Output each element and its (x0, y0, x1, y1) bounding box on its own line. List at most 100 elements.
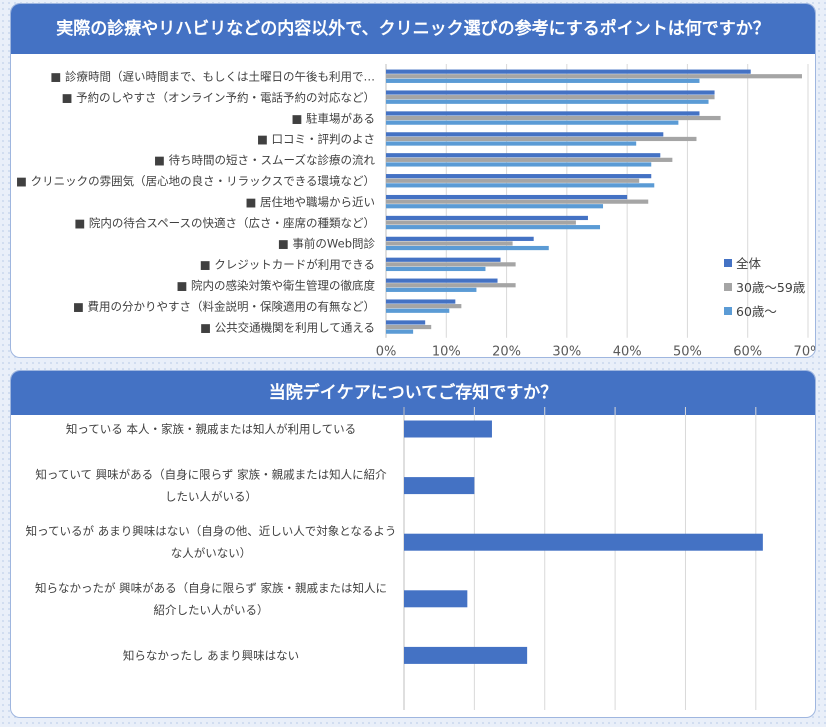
bar (386, 324, 432, 330)
bar (386, 329, 414, 334)
legend-swatch (724, 307, 732, 315)
x-tick-label: 60% (733, 345, 762, 358)
category-label: 知っていて 興味がある（自身に限らず 家族・親戚または知人に紹介 (35, 468, 387, 482)
category-text: 事前のWeb問診 (292, 237, 375, 251)
bar (386, 241, 513, 246)
bar (386, 220, 576, 225)
bar (404, 533, 763, 551)
legend-label: 60歳～ (736, 304, 777, 319)
category-label: 知らなかったが 興味がある（自身に限らず 家族・親戚または知人に (35, 581, 387, 595)
category-bullet: ■ (62, 90, 77, 104)
bar (386, 257, 501, 262)
category-bullet: ■ (200, 320, 215, 334)
category-bullet: ■ (73, 299, 88, 313)
category-text: 院内の感染対策や衛生管理の徹底度 (191, 278, 375, 292)
category-text: クリニックの雰囲気（居心地の良さ・リラックスできる環境など） (31, 174, 375, 188)
category-text: 院内の待合スペースの快適さ（広さ・座席の種類など） (89, 216, 375, 230)
bar (386, 236, 534, 241)
bar (386, 157, 673, 162)
category-text: 待ち時間の短さ・スムーズな診療の流れ (169, 153, 376, 167)
bar (404, 477, 475, 495)
category-text: 駐車場がある (306, 111, 375, 125)
bar (386, 69, 751, 74)
bar (386, 204, 604, 209)
category-label: 知っている 本人・家族・親戚または知人が利用している (66, 422, 356, 436)
category-bullet: ■ (16, 174, 31, 188)
category-bullet: ■ (154, 153, 169, 167)
bar-chart-daycare-awareness: 0%10%20%30%40%50%知っている 本人・家族・親戚または知人が利用し… (26, 407, 763, 710)
bar (386, 153, 661, 158)
bar (386, 183, 655, 188)
bar (404, 420, 492, 438)
x-tick-label: 10% (432, 345, 461, 358)
category-text: 費用の分かりやすさ（料金説明・保険適用の有無など） (88, 299, 376, 313)
category-text: 居住地や職場から近い (260, 195, 375, 209)
legend-label: 全体 (736, 256, 762, 271)
category-text: 口コミ・評判のよさ (272, 132, 376, 146)
x-tick-label: 50% (673, 345, 702, 358)
bar (386, 141, 637, 146)
category-label: ■ 事前のWeb問診 (278, 237, 376, 251)
category-label: ■ クリニックの雰囲気（居心地の良さ・リラックスできる環境など） (16, 174, 375, 188)
legend-swatch (724, 259, 732, 267)
bar (386, 95, 715, 100)
category-text: 予約のしやすさ（オンライン予約・電話予約の対応など） (76, 90, 375, 104)
category-bullet: ■ (257, 132, 272, 146)
bar (386, 215, 588, 221)
bar (386, 178, 640, 183)
category-label: ■ 公共交通機関を利用して通える (200, 320, 375, 334)
category-label: 紹介したい人がいる） (154, 603, 269, 617)
chart-title: 当院デイケアについてご存知ですか？ (11, 371, 815, 415)
bar (386, 245, 549, 251)
bar (386, 304, 462, 309)
chart-title: 実際の診療やリハビリなどの内容以外で、クリニック選びの参考にするポイントは何です… (11, 4, 815, 54)
bar (386, 308, 450, 313)
category-bullet: ■ (74, 216, 89, 230)
category-label: ■ 駐車場がある (291, 111, 375, 125)
category-text: 公共交通機関を利用して通える (215, 320, 375, 334)
category-bullet: ■ (200, 258, 215, 272)
bar (386, 99, 709, 104)
category-label: ■ 院内の感染対策や衛生管理の徹底度 (176, 278, 375, 292)
bar (404, 590, 468, 608)
x-tick-label: 30% (552, 345, 581, 358)
chart-panel-daycare-awareness: 当院デイケアについてご存知ですか？ 0%10%20%30%40%50%知っている… (10, 370, 816, 718)
category-label: ■ 院内の待合スペースの快適さ（広さ・座席の種類など） (74, 216, 375, 230)
bar (386, 120, 679, 125)
bar (386, 111, 700, 116)
bar (386, 283, 516, 288)
bar (386, 136, 697, 142)
bar (404, 646, 528, 664)
category-bullet: ■ (278, 237, 293, 251)
bar (386, 132, 664, 137)
category-label: したい人がいる） (165, 490, 257, 504)
category-label: ■ 居住地や職場から近い (245, 195, 375, 209)
category-bullet: ■ (245, 195, 260, 209)
category-label: ■ 口コミ・評判のよさ (257, 132, 375, 146)
bar (386, 278, 498, 283)
bar (386, 262, 516, 267)
bar (386, 90, 715, 95)
bar (386, 162, 652, 167)
category-bullet: ■ (291, 111, 306, 125)
bar-chart-selection-points: 0% 10% 20% 30% 40% 50% 60% 70% ■ 診療時間（遅い時間まで、もしく… (16, 64, 816, 358)
bar (386, 320, 426, 325)
bar (386, 266, 486, 272)
category-label: な人がいない） (171, 546, 252, 560)
bar (386, 225, 601, 230)
category-text: クレジットカードが利用できる (214, 258, 375, 272)
chart-panel-selection-points: 実際の診療やリハビリなどの内容以外で、クリニック選びの参考にするポイントは何です… (10, 3, 816, 358)
category-bullet: ■ (176, 278, 191, 292)
legend-label: 30歳～59歳 (736, 280, 806, 295)
bar (386, 199, 649, 204)
bar (386, 74, 802, 79)
category-text: 診療時間（遅い時間まで、もしくは土曜日の午後も利用で… (65, 69, 375, 83)
bar (386, 78, 700, 83)
bar (386, 287, 477, 292)
bar (386, 299, 456, 304)
x-tick-label: 40% (613, 345, 642, 358)
bar (386, 194, 628, 200)
legend-swatch (724, 283, 732, 291)
x-tick-label: 20% (492, 345, 521, 358)
x-tick-label: 70% (794, 345, 816, 358)
